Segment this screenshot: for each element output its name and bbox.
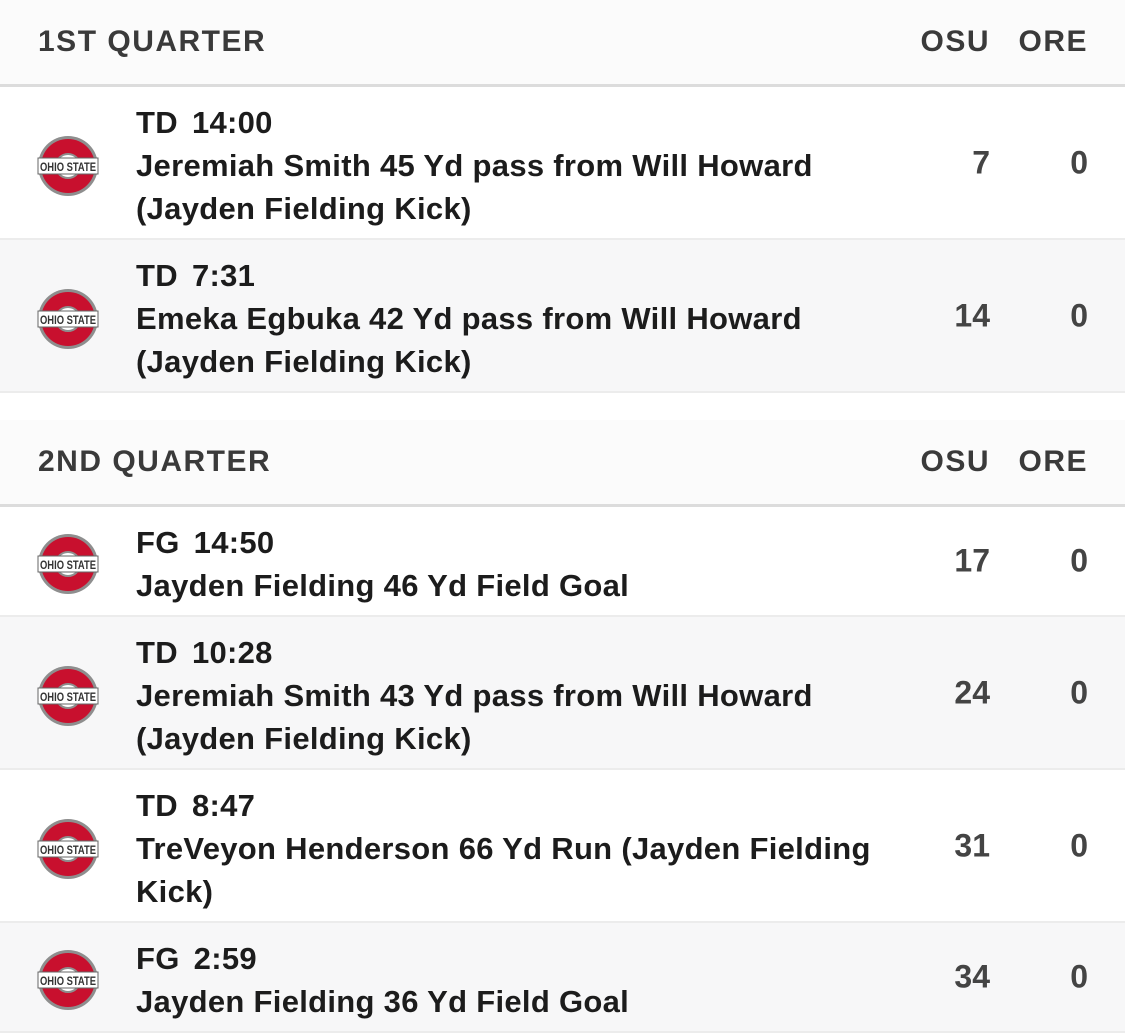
team-score: 0 [1070, 542, 1088, 579]
play-body: TD 8:47 TreVeyon Henderson 66 Yd Run (Jayd… [136, 784, 896, 913]
play-type: FG [136, 525, 180, 560]
play-heading: FG 14:50 [136, 521, 896, 564]
team-logo: OHIO STATE [37, 288, 99, 349]
logo-band [37, 555, 99, 573]
team-logo: OHIO STATE [37, 135, 99, 196]
scoring-play: OHIO STATE TD 7:31 Emeka Egbuka 42 Yd pass … [0, 240, 1125, 393]
logo-text: OHIO STATE [40, 974, 96, 988]
team-score: 17 [954, 542, 990, 579]
play-heading: TD 14:00 [136, 101, 896, 144]
team-logo: OHIO STATE [37, 665, 99, 726]
team-score: 0 [1070, 144, 1088, 180]
scoring-play: OHIO STATE TD 14:00 Jeremiah Smith 45 Yd pa… [0, 87, 1125, 240]
play-time: 14:50 [193, 525, 275, 560]
team-logo: OHIO STATE [37, 950, 99, 1010]
section-title: 1ST QUARTER [38, 25, 267, 58]
column-header: ORE [1018, 25, 1088, 58]
play-type: TD [136, 635, 178, 670]
play-body: FG 2:59 Jayden Fielding 36 Yd Field Goal [136, 937, 896, 1023]
section-title: 2ND QUARTER [38, 445, 272, 478]
play-description: Jayden Fielding 36 Yd Field Goal [136, 984, 630, 1019]
play-time: 2:59 [193, 941, 257, 976]
column-header: OSU [920, 445, 990, 478]
play-time: 10:28 [191, 635, 273, 670]
play-heading: TD 8:47 [136, 784, 896, 827]
play-description: Jeremiah Smith 43 Yd pass from Will Howa… [136, 678, 813, 756]
team-logo: OHIO STATE [37, 534, 99, 594]
scoring-play: OHIO STATE FG 2:59 Jayden Fielding 36 Yd Fi… [0, 923, 1125, 1033]
column-header: ORE [1018, 445, 1088, 478]
play-description: Emeka Egbuka 42 Yd pass from Will Howard… [136, 301, 802, 379]
play-body: TD 14:00 Jeremiah Smith 45 Yd pass from Wi… [136, 101, 896, 230]
quarter-section: 1ST QUARTER OSU ORE OHIO STATE TD 14:00 Jeremi… [0, 0, 1125, 393]
team-score: 7 [972, 144, 990, 180]
play-type: TD [136, 258, 178, 293]
play-heading: TD 7:31 [136, 254, 896, 297]
team-score: 24 [954, 674, 990, 710]
logo-band [37, 840, 99, 857]
team-score: 0 [1070, 674, 1088, 710]
section-header: 2ND QUARTER OSU ORE [0, 420, 1125, 507]
team-score: 0 [1070, 827, 1088, 863]
team-score: 31 [954, 827, 990, 863]
logo-text: OHIO STATE [40, 558, 96, 572]
play-type: TD [136, 105, 178, 140]
logo-text: OHIO STATE [40, 160, 96, 174]
play-description: Jeremiah Smith 45 Yd pass from Will Howa… [136, 148, 813, 226]
team-logo: OHIO STATE [37, 818, 99, 879]
logo-band [37, 310, 99, 327]
logo-text: OHIO STATE [40, 843, 96, 857]
play-description: Jayden Fielding 46 Yd Field Goal [136, 568, 630, 603]
play-body: FG 14:50 Jayden Fielding 46 Yd Field Goal [136, 521, 896, 607]
team-score: 0 [1070, 297, 1088, 333]
section-header: 1ST QUARTER OSU ORE [0, 0, 1125, 87]
play-time: 14:00 [191, 105, 273, 140]
team-score: 14 [954, 297, 990, 333]
team-score: 0 [1070, 958, 1088, 995]
play-body: TD 7:31 Emeka Egbuka 42 Yd pass from Will … [136, 254, 896, 383]
play-time: 8:47 [191, 788, 256, 823]
logo-text: OHIO STATE [40, 313, 96, 327]
logo-band [37, 687, 99, 704]
play-heading: FG 2:59 [136, 937, 896, 980]
logo-band [37, 157, 99, 174]
logo-text: OHIO STATE [40, 690, 96, 704]
column-header: OSU [920, 25, 990, 58]
scoring-play: OHIO STATE TD 8:47 TreVeyon Henderson 66 Yd… [0, 770, 1125, 923]
team-score: 34 [954, 958, 990, 995]
scoring-play: OHIO STATE TD 10:28 Jeremiah Smith 43 Yd pa… [0, 617, 1125, 770]
quarter-section: 2ND QUARTER OSU ORE OHIO STATE FG 14:50 Jayden… [0, 420, 1125, 1033]
logo-band [37, 971, 99, 989]
play-description: TreVeyon Henderson 66 Yd Run (Jayden Fie… [136, 831, 871, 909]
play-body: TD 10:28 Jeremiah Smith 43 Yd pass from Wi… [136, 631, 896, 760]
scoring-play: OHIO STATE FG 14:50 Jayden Fielding 46 Yd F… [0, 507, 1125, 617]
play-time: 7:31 [191, 258, 256, 293]
play-type: TD [136, 788, 178, 823]
play-type: FG [136, 941, 180, 976]
play-heading: TD 10:28 [136, 631, 896, 674]
